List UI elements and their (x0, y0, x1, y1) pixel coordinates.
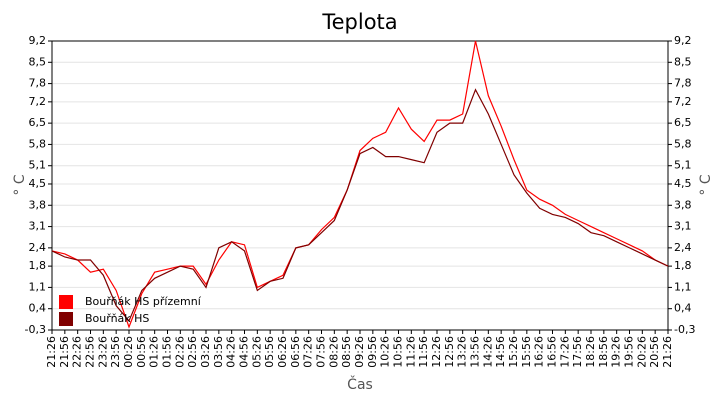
y-tick-label: -0,3 (25, 323, 46, 336)
x-tick-label: 06:56 (289, 336, 302, 368)
y-tick-label: 4,5 (29, 177, 47, 190)
y-tick-label: 3,1 (29, 220, 47, 233)
y-tick-label: 0,4 (29, 302, 47, 315)
chart-title: Teplota (321, 10, 397, 34)
y-tick-label: 1,1 (29, 280, 47, 293)
x-tick-label: 13:26 (456, 336, 469, 368)
x-tick-label: 02:26 (173, 336, 186, 368)
x-tick-label: 10:56 (392, 336, 405, 368)
y-tick-label: 9,2 (29, 34, 47, 47)
x-tick-label: 21:26 (661, 336, 674, 368)
x-tick-label: 08:56 (340, 336, 353, 368)
y2-tick-label: 2,4 (674, 241, 692, 254)
y-axis-label: ° C (12, 174, 28, 195)
series-line (51, 40, 669, 329)
x-tick-label: 16:26 (533, 336, 546, 368)
y-tick-label: 2,4 (29, 241, 47, 254)
x-tick-label: 07:56 (315, 336, 328, 368)
x-tick-label: 13:56 (469, 336, 482, 368)
x-tick-label: 21:26 (45, 336, 58, 368)
y-tick-label: 3,8 (29, 198, 47, 211)
series-line (51, 88, 669, 323)
x-tick-label: 14:56 (494, 336, 507, 368)
x-tick-label: 20:26 (635, 336, 648, 368)
x-tick-label: 00:26 (122, 336, 135, 368)
x-tick-label: 05:26 (250, 336, 263, 368)
y2-tick-label: 7,2 (674, 95, 692, 108)
x-tick-label: 11:26 (404, 336, 417, 368)
x-tick-label: 08:26 (327, 336, 340, 368)
x-tick-label: 01:26 (148, 336, 161, 368)
x-tick-label: 00:56 (135, 336, 148, 368)
y2-tick-label: 3,8 (674, 198, 692, 211)
x-tick-label: 19:26 (610, 336, 623, 368)
y-tick-label: 7,8 (29, 77, 47, 90)
y-tick-label: 1,8 (29, 259, 47, 272)
x-tick-label: 09:56 (366, 336, 379, 368)
x-tick-label: 04:56 (238, 336, 251, 368)
x-tick-label: 19:56 (623, 336, 636, 368)
x-tick-label: 02:56 (186, 336, 199, 368)
x-tick-label: 15:26 (507, 336, 520, 368)
x-tick-label: 18:26 (584, 336, 597, 368)
x-tick-label: 15:56 (520, 336, 533, 368)
x-tick-label: 20:56 (648, 336, 661, 368)
x-tick-label: 23:56 (109, 336, 122, 368)
x-tick-label: 12:56 (443, 336, 456, 368)
y2-tick-label: 1,8 (674, 259, 692, 272)
x-tick-label: 22:26 (71, 336, 84, 368)
y-tick-label: 5,1 (29, 159, 47, 172)
y2-tick-label: 0,4 (674, 302, 692, 315)
x-tick-label: 03:56 (212, 336, 225, 368)
legend-swatch (59, 312, 73, 326)
x-tick-label: 01:56 (161, 336, 174, 368)
y2-tick-label: 6,5 (674, 116, 692, 129)
x-tick-label: 21:56 (58, 336, 71, 368)
y2-tick-label: 9,2 (674, 34, 692, 47)
y2-axis-label: ° C (698, 174, 714, 195)
x-tick-label: 17:56 (571, 336, 584, 368)
x-tick-label: 12:26 (430, 336, 443, 368)
y2-tick-label: 5,1 (674, 159, 692, 172)
y-tick-label: 7,2 (29, 95, 47, 108)
x-tick-label: 22:56 (84, 336, 97, 368)
x-axis-label: Čas (347, 375, 373, 393)
y2-tick-label: 5,8 (674, 137, 692, 150)
x-tick-label: 17:26 (558, 336, 571, 368)
x-tick-label: 03:26 (199, 336, 212, 368)
x-tick-label: 18:56 (597, 336, 610, 368)
x-tick-label: 06:26 (276, 336, 289, 368)
y2-tick-label: 7,8 (674, 77, 692, 90)
y2-tick-label: -0,3 (674, 323, 695, 336)
x-tick-label: 14:26 (481, 336, 494, 368)
x-tick-label: 16:56 (546, 336, 559, 368)
x-tick-label: 11:56 (417, 336, 430, 368)
x-tick-label: 07:26 (302, 336, 315, 368)
plot-frame (51, 40, 669, 331)
y2-tick-label: 1,1 (674, 280, 692, 293)
y2-tick-label: 8,5 (674, 55, 692, 68)
legend-label: Bouřňák HS přízemní (85, 295, 202, 308)
y2-tick-label: 4,5 (674, 177, 692, 190)
legend-label: Bouřňák HS (85, 312, 149, 325)
y2-tick-label: 3,1 (674, 220, 692, 233)
y-tick-label: 5,8 (29, 137, 47, 150)
x-tick-label: 10:26 (379, 336, 392, 368)
legend-swatch (59, 295, 73, 309)
y-tick-label: 6,5 (29, 116, 47, 129)
x-tick-label: 09:26 (353, 336, 366, 368)
y-tick-label: 8,5 (29, 55, 47, 68)
x-tick-label: 04:26 (225, 336, 238, 368)
x-tick-label: 23:26 (96, 336, 109, 368)
x-tick-label: 05:56 (263, 336, 276, 368)
